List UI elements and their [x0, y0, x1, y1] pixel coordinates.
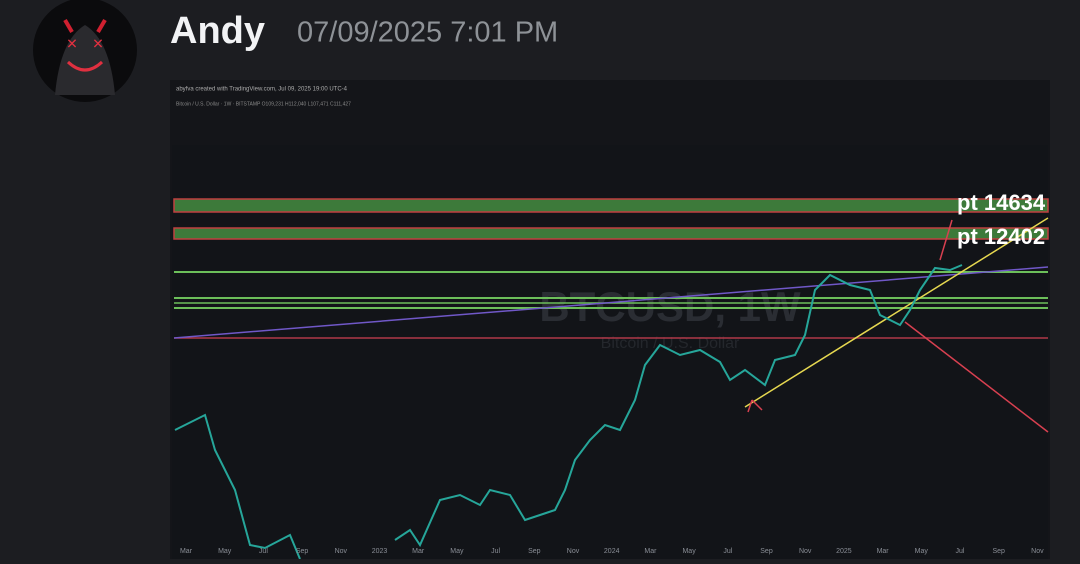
- annotation: pt 14634: [957, 190, 1046, 215]
- x-axis-label: Nov: [567, 548, 580, 555]
- svg-text:✕: ✕: [66, 36, 78, 52]
- x-axis-label: Jul: [723, 548, 732, 555]
- x-axis-label: Mar: [180, 548, 193, 555]
- watermark-name: Bitcoin / U.S. Dollar: [601, 335, 740, 352]
- x-axis-label: Sep: [528, 548, 541, 555]
- x-axis-label: Sep: [760, 548, 773, 555]
- x-axis-label: Jul: [956, 548, 965, 555]
- symbol-info: Bitcoin / U.S. Dollar · 1W · BITSTAMP O1…: [176, 101, 351, 107]
- x-axis-label: May: [218, 548, 232, 555]
- annotation: pt 12402: [957, 224, 1045, 249]
- x-axis-label: 2024: [604, 548, 620, 555]
- avatar[interactable]: ✕ ✕: [33, 0, 137, 102]
- attribution: abyfva created with TradingView.com, Jul…: [176, 87, 348, 93]
- x-axis-label: Mar: [412, 548, 425, 555]
- x-axis-label: Jul: [491, 548, 500, 555]
- x-axis-label: May: [450, 548, 464, 555]
- chart-image[interactable]: [170, 80, 1050, 559]
- x-axis-label: May: [915, 548, 929, 555]
- x-axis-label: 2025: [836, 548, 852, 555]
- x-axis-label: Nov: [335, 548, 348, 555]
- x-axis-label: May: [682, 548, 696, 555]
- x-axis-label: Jul: [259, 548, 268, 555]
- x-axis: Mar May Jul Sep Nov 2023 Mar May Jul Sep Nov 2024 Ma…: [180, 548, 1044, 555]
- x-axis-label: Sep: [992, 548, 1005, 555]
- x-axis-label: Nov: [1031, 548, 1044, 555]
- x-axis-label: Mar: [644, 548, 657, 555]
- drawings: [173, 198, 1049, 560]
- username[interactable]: Andy: [170, 10, 265, 52]
- x-axis-label: Mar: [877, 548, 890, 555]
- timestamp: 07/09/2025 7:01 PM: [297, 17, 558, 49]
- svg-text:✕: ✕: [92, 36, 104, 52]
- x-axis-label: 2023: [372, 548, 388, 555]
- x-axis-label: Sep: [296, 548, 309, 555]
- x-axis-label: Nov: [799, 548, 812, 555]
